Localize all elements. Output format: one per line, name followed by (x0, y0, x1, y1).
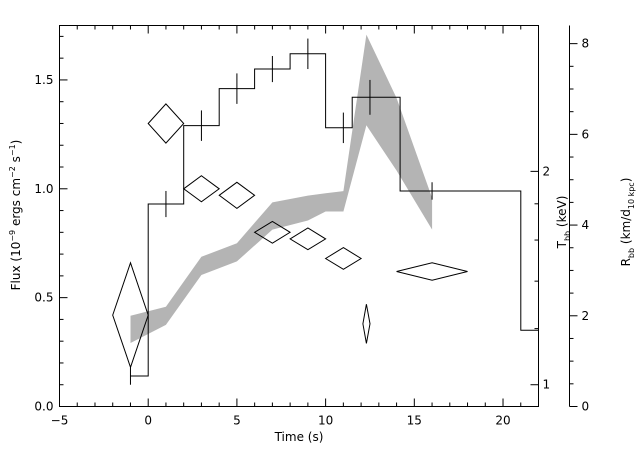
flux-tick-label: 1.0 (34, 182, 53, 196)
flux-tick-label: 0.5 (34, 291, 53, 305)
x-axis-label: Time (s) (274, 430, 324, 444)
flux-axis-label: Flux (10−9 ergs cm−2 s−1) (8, 140, 23, 291)
temperature-point-8 (396, 262, 468, 281)
radius-tick-label: 4 (582, 218, 590, 232)
x-tick-label: 10 (318, 414, 333, 428)
temperature-tick-label: 1 (543, 378, 551, 392)
radius-tick-label: 6 (582, 127, 590, 141)
plot-frame (59, 25, 539, 407)
x-tick-label: 0 (144, 414, 152, 428)
x-tick-label: 5 (233, 414, 241, 428)
x-tick-label: 20 (495, 414, 510, 428)
radius-tick-label: 2 (582, 309, 590, 323)
flux-series-layer (129, 38, 539, 385)
flux-tick-label: 0.0 (34, 400, 53, 414)
temperature-tick-label: 2 (543, 164, 551, 178)
temperature-point-6 (324, 247, 363, 270)
x-tick-label: −5 (51, 414, 69, 428)
temperature-point-2 (182, 175, 221, 203)
temperature-point-4 (253, 220, 292, 244)
x-tick-label: 15 (407, 414, 422, 428)
temperature-point-1 (147, 103, 185, 144)
flux-tick-label: 1.5 (34, 73, 53, 87)
radius-axis-label: Rbb (km/d10 kpc) (619, 178, 636, 267)
temperature-points-layer (112, 103, 468, 369)
flux-step-line (130, 53, 539, 377)
temperature-point-5 (289, 227, 327, 251)
radius-tick-label: 0 (582, 400, 590, 414)
radius-band-layer (130, 34, 433, 343)
temperature-point-3 (218, 181, 256, 210)
temperature-axis-label: Tbb (keV) (555, 196, 572, 250)
temperature-point-7 (362, 304, 371, 344)
radius-tick-label: 8 (582, 37, 590, 51)
radius-band (130, 34, 433, 343)
